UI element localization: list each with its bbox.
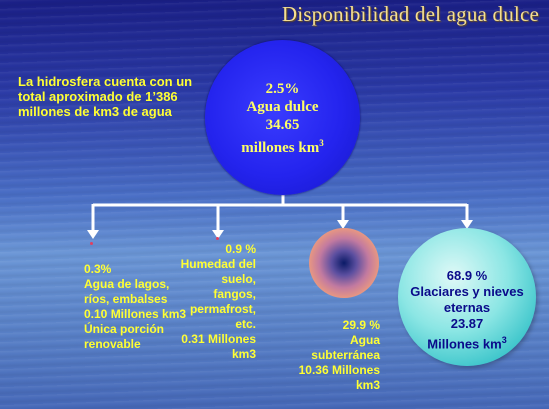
freshwater-pct: 2.5% (265, 81, 300, 97)
ground-text: Agua subterránea (311, 333, 380, 362)
arrow-glaciers (461, 220, 473, 229)
lakes-pct: 0.3% (84, 262, 112, 276)
arrow-soil (212, 230, 224, 239)
glacier-unit: Millones km3 (398, 332, 536, 352)
glacier-amount: 23.87 (450, 316, 484, 331)
freshwater-unit-sup: 3 (319, 138, 324, 148)
ground-pct: 29.9 % (342, 318, 380, 332)
glacier-unit-sup: 3 (501, 335, 507, 345)
slide-title: Disponibilidad del agua dulce (281, 2, 539, 26)
freshwater-circle (205, 40, 360, 195)
red-dot-soil (216, 237, 219, 240)
soil-pct: 0.9 % (225, 242, 256, 256)
branch-glaciers: 68.9 % Glaciares y nieves eternas 23.87 … (398, 268, 536, 352)
red-dot-lakes (90, 242, 93, 245)
soil-amount: 0.31 Millones km3 (181, 332, 256, 361)
glacier-unit-text: Millones km (427, 336, 502, 352)
freshwater-label: 2.5% Agua dulce 34.65 millones km3 (205, 80, 360, 157)
freshwater-amount: 34.65 (265, 117, 300, 133)
freshwater-unit: millones km3 (205, 134, 360, 157)
glacier-pct: 68.9 % (446, 268, 488, 283)
branch-soil: 0.9 % Humedad del suelo, fangos, permafr… (178, 242, 256, 362)
glacier-text: Glaciares y nieves eternas (410, 284, 524, 315)
groundwater-circle (309, 228, 379, 298)
lakes-amount: 0.10 Millones km3 (84, 307, 187, 321)
branch-lakes: 0.3% Agua de lagos, ríos, embalses 0.10 … (84, 262, 194, 352)
ground-amount: 10.36 Millones km3 (298, 363, 380, 392)
freshwater-unit-text: millones km (241, 140, 320, 156)
glacier-circle (398, 228, 536, 366)
branch-groundwater: 29.9 % Agua subterránea 10.36 Millones k… (290, 318, 380, 393)
lakes-text: Agua de lagos, ríos, embalses (84, 277, 170, 306)
soil-text: Humedad del suelo, fangos, permafrost, e… (180, 257, 256, 331)
arrow-lakes (87, 230, 99, 239)
lakes-note: Única porción renovable (84, 322, 165, 351)
arrow-ground (337, 220, 349, 229)
intro-text: La hidrosfera cuenta con un total aproxi… (18, 74, 193, 119)
freshwater-name: Agua dulce (246, 99, 319, 115)
